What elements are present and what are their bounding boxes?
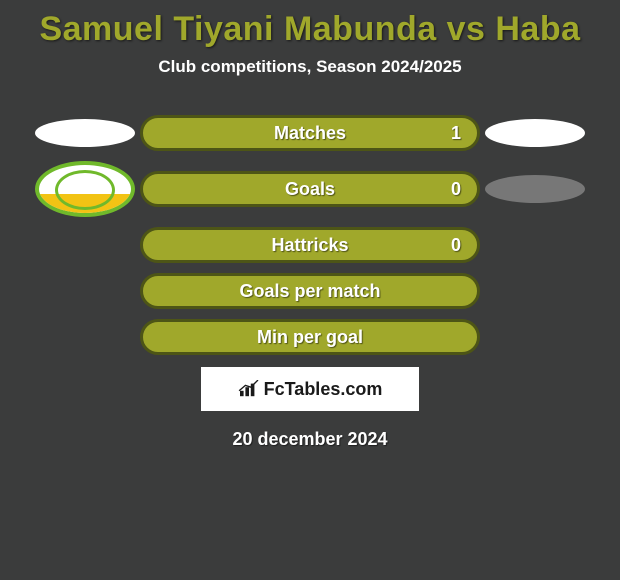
stat-row: Hattricks 0 bbox=[0, 227, 620, 263]
stat-row: Matches 1 bbox=[0, 115, 620, 151]
left-slot bbox=[30, 161, 140, 217]
badge-ring bbox=[55, 170, 115, 210]
source-logo: FcTables.com bbox=[238, 379, 383, 400]
stat-row: Goals 0 bbox=[0, 161, 620, 217]
chart-icon bbox=[238, 380, 260, 398]
page-subtitle: Club competitions, Season 2024/2025 bbox=[0, 57, 620, 97]
stat-pill-gpm: Goals per match bbox=[140, 273, 480, 309]
left-slot bbox=[30, 119, 140, 147]
stat-value: 1 bbox=[451, 123, 461, 144]
stat-pill-mpg: Min per goal bbox=[140, 319, 480, 355]
right-slot bbox=[480, 175, 590, 203]
source-logo-box: FcTables.com bbox=[201, 367, 419, 411]
stat-value: 0 bbox=[451, 179, 461, 200]
stat-value: 0 bbox=[451, 235, 461, 256]
stat-row: Min per goal bbox=[0, 319, 620, 355]
source-logo-text: FcTables.com bbox=[264, 379, 383, 400]
page-title: Samuel Tiyani Mabunda vs Haba bbox=[0, 0, 620, 57]
club-ellipse-right bbox=[485, 175, 585, 203]
stat-pill-hattricks: Hattricks 0 bbox=[140, 227, 480, 263]
stat-label: Min per goal bbox=[257, 327, 363, 348]
club-badge-left bbox=[35, 161, 135, 217]
stat-label: Goals per match bbox=[239, 281, 380, 302]
stat-label: Goals bbox=[285, 179, 335, 200]
date-label: 20 december 2024 bbox=[0, 429, 620, 450]
right-slot bbox=[480, 119, 590, 147]
stat-pill-matches: Matches 1 bbox=[140, 115, 480, 151]
stat-pill-goals: Goals 0 bbox=[140, 171, 480, 207]
stat-label: Matches bbox=[274, 123, 346, 144]
player-ellipse-left bbox=[35, 119, 135, 147]
stat-label: Hattricks bbox=[271, 235, 348, 256]
stats-container: Matches 1 Goals 0 Hattricks 0 bbox=[0, 97, 620, 355]
player-ellipse-right bbox=[485, 119, 585, 147]
stat-row: Goals per match bbox=[0, 273, 620, 309]
